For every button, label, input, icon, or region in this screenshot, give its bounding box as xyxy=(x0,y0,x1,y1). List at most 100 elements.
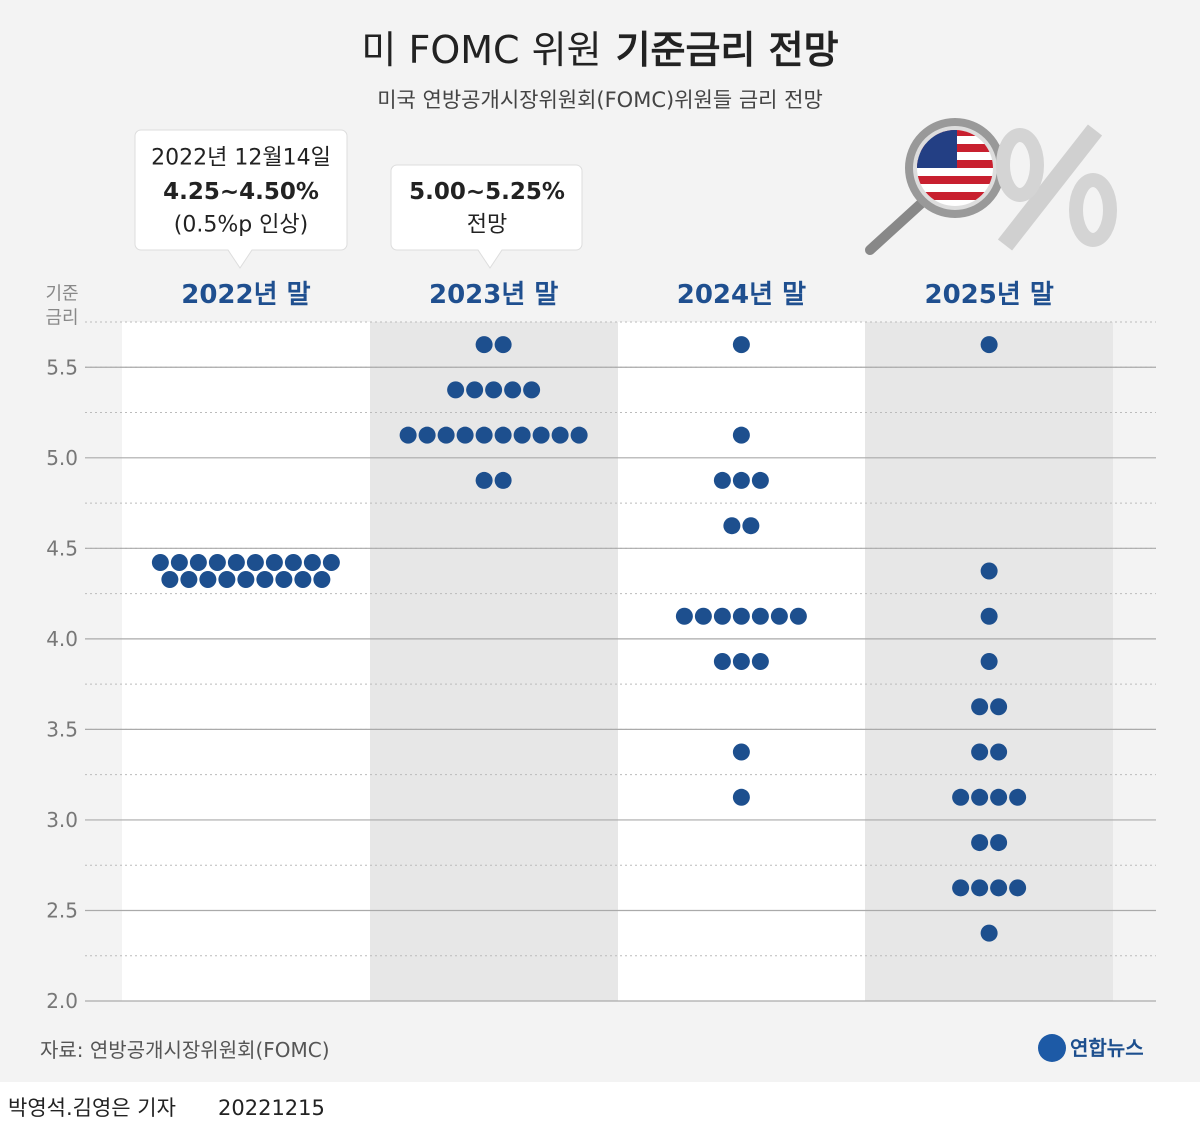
callout-box xyxy=(134,129,348,269)
dot xyxy=(952,788,970,806)
dot xyxy=(322,553,340,571)
x-tick-label: 2025년 말 xyxy=(924,280,1053,310)
dot xyxy=(732,607,750,625)
x-tick-label: 2022년 말 xyxy=(181,280,310,310)
dot xyxy=(180,570,198,588)
dot xyxy=(246,553,264,571)
annotation: 5.00~5.25% xyxy=(409,179,565,205)
dot xyxy=(732,788,750,806)
dot xyxy=(551,426,569,444)
x-tick-label: 2024년 말 xyxy=(677,280,806,310)
dot xyxy=(532,426,550,444)
dot xyxy=(256,570,274,588)
x-tick-label: 2023년 말 xyxy=(429,280,558,310)
dot xyxy=(475,471,493,489)
dot xyxy=(513,426,531,444)
dot xyxy=(723,517,741,535)
dot xyxy=(189,553,207,571)
callout-box xyxy=(390,164,583,269)
dot xyxy=(675,607,693,625)
dot xyxy=(504,381,522,399)
dot xyxy=(732,653,750,670)
annotation: 2022년 12월14일 xyxy=(151,146,331,171)
dot xyxy=(494,426,512,444)
dot xyxy=(399,426,417,444)
dot xyxy=(294,570,312,588)
dot xyxy=(466,381,484,399)
dot xyxy=(732,336,750,354)
dot xyxy=(418,426,436,444)
dot xyxy=(990,834,1008,852)
logo-mark xyxy=(1038,1034,1066,1062)
y-tick-label: 2.0 xyxy=(46,989,78,1013)
dot xyxy=(303,553,321,571)
dot xyxy=(980,607,998,625)
band xyxy=(370,322,618,1001)
chart-title: 미 FOMC 위원 기준금리 전망 xyxy=(361,28,838,72)
dot xyxy=(751,471,769,489)
dot xyxy=(208,553,226,571)
dot xyxy=(237,570,255,588)
band xyxy=(122,322,370,1001)
date: 20221215 xyxy=(218,1096,325,1120)
y-tick-label: 5.5 xyxy=(46,355,78,379)
dot xyxy=(284,553,302,571)
dot xyxy=(313,570,331,588)
y-axis-label: 금리 xyxy=(45,308,78,329)
annotation: 4.25~4.50% xyxy=(163,179,319,205)
dot xyxy=(732,471,750,489)
y-tick-label: 2.5 xyxy=(46,898,78,922)
dot xyxy=(523,381,541,399)
dot xyxy=(494,336,512,354)
y-tick-label: 3.0 xyxy=(46,808,78,832)
dot xyxy=(980,562,998,580)
icon xyxy=(865,118,1117,255)
dot xyxy=(990,788,1008,806)
y-tick-label: 4.0 xyxy=(46,627,78,651)
dot xyxy=(713,607,731,625)
dot xyxy=(456,426,474,444)
dot xyxy=(990,879,1008,897)
dot xyxy=(275,570,293,588)
dot xyxy=(218,570,236,588)
y-tick-label: 5.0 xyxy=(46,446,78,470)
dot xyxy=(1009,879,1027,897)
dot xyxy=(980,336,998,354)
dot xyxy=(1009,788,1027,806)
dot xyxy=(713,653,731,670)
dot xyxy=(742,517,760,535)
dot xyxy=(732,743,750,761)
dot xyxy=(980,924,998,942)
dot xyxy=(971,743,989,761)
dot xyxy=(494,471,512,489)
dot xyxy=(447,381,465,399)
y-tick-label: 3.5 xyxy=(46,717,78,741)
source: 자료: 연방공개시장위원회(FOMC) xyxy=(40,1038,330,1062)
title-emphasis: 기준금리 전망 xyxy=(616,28,839,72)
dot xyxy=(952,879,970,897)
dot xyxy=(694,607,712,625)
dot xyxy=(770,607,788,625)
y-axis-label: 기준 xyxy=(45,284,78,305)
credit: 박영석.김영은 기자 xyxy=(8,1096,176,1120)
dot xyxy=(485,381,503,399)
dot xyxy=(161,570,179,588)
logo: 연합뉴스 xyxy=(1070,1036,1144,1060)
dot xyxy=(199,570,217,588)
annotation: 전망 xyxy=(467,213,507,238)
subtitle: 미국 연방공개시장위원회(FOMC)위원들 금리 전망 xyxy=(377,88,823,112)
dot xyxy=(732,426,750,444)
dot xyxy=(971,834,989,852)
dot xyxy=(971,879,989,897)
dot xyxy=(475,426,493,444)
dot xyxy=(751,607,769,625)
dot xyxy=(789,607,807,625)
dot xyxy=(151,553,169,571)
dot xyxy=(713,471,731,489)
dot xyxy=(751,653,769,670)
dot xyxy=(475,336,493,354)
dot xyxy=(570,426,588,444)
dot xyxy=(227,553,245,571)
